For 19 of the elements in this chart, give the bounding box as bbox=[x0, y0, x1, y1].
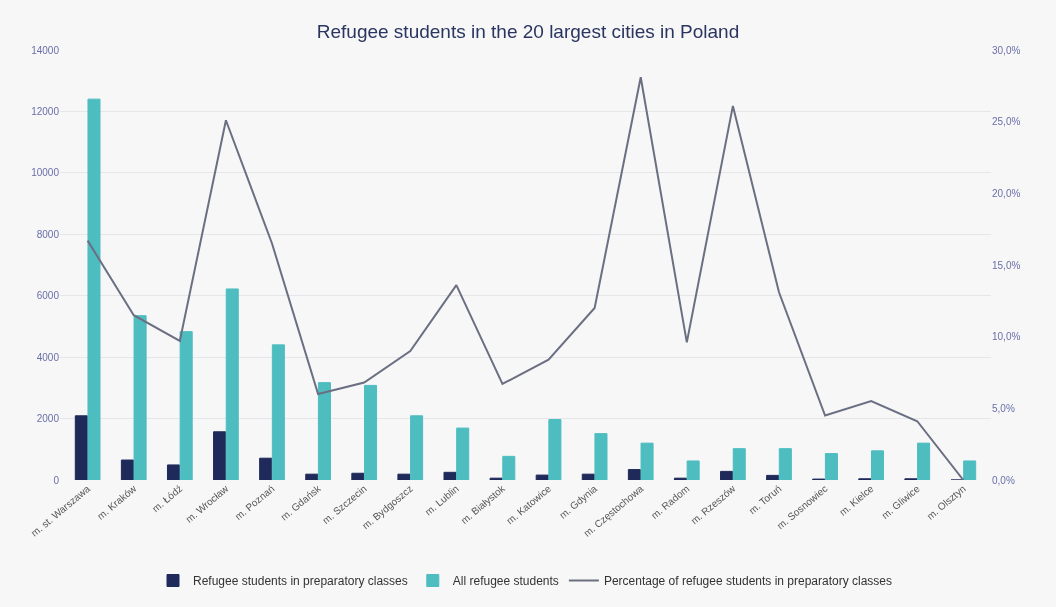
y-tick-label: 0 bbox=[53, 474, 60, 486]
y2-tick-label: 0,0% bbox=[992, 474, 1015, 486]
legend-label: Percentage of refugee students in preparatory classes bbox=[603, 574, 893, 589]
y-tick-label: 12000 bbox=[31, 105, 60, 117]
y-tick-label: 2000 bbox=[36, 413, 60, 425]
chart-title: Refugee students in the 20 largest cities in Poland bbox=[316, 20, 740, 42]
y-tick-label: 8000 bbox=[36, 228, 60, 240]
legend-label: Refugee students in preparatory classes bbox=[193, 574, 408, 589]
y2-tick-label: 25,0% bbox=[992, 116, 1021, 128]
y2-tick-label: 30,0% bbox=[992, 44, 1021, 56]
y2-tick-label: 10,0% bbox=[992, 331, 1021, 343]
y-tick-label: 14000 bbox=[31, 44, 60, 56]
legend-label: All refugee students bbox=[452, 574, 559, 589]
y-tick-label: 6000 bbox=[36, 290, 60, 302]
y2-tick-label: 20,0% bbox=[992, 187, 1021, 199]
y-tick-label: 4000 bbox=[36, 351, 60, 363]
y2-tick-label: 15,0% bbox=[992, 259, 1021, 271]
y2-tick-label: 5,0% bbox=[992, 402, 1015, 414]
y-tick-label: 10000 bbox=[31, 167, 60, 179]
